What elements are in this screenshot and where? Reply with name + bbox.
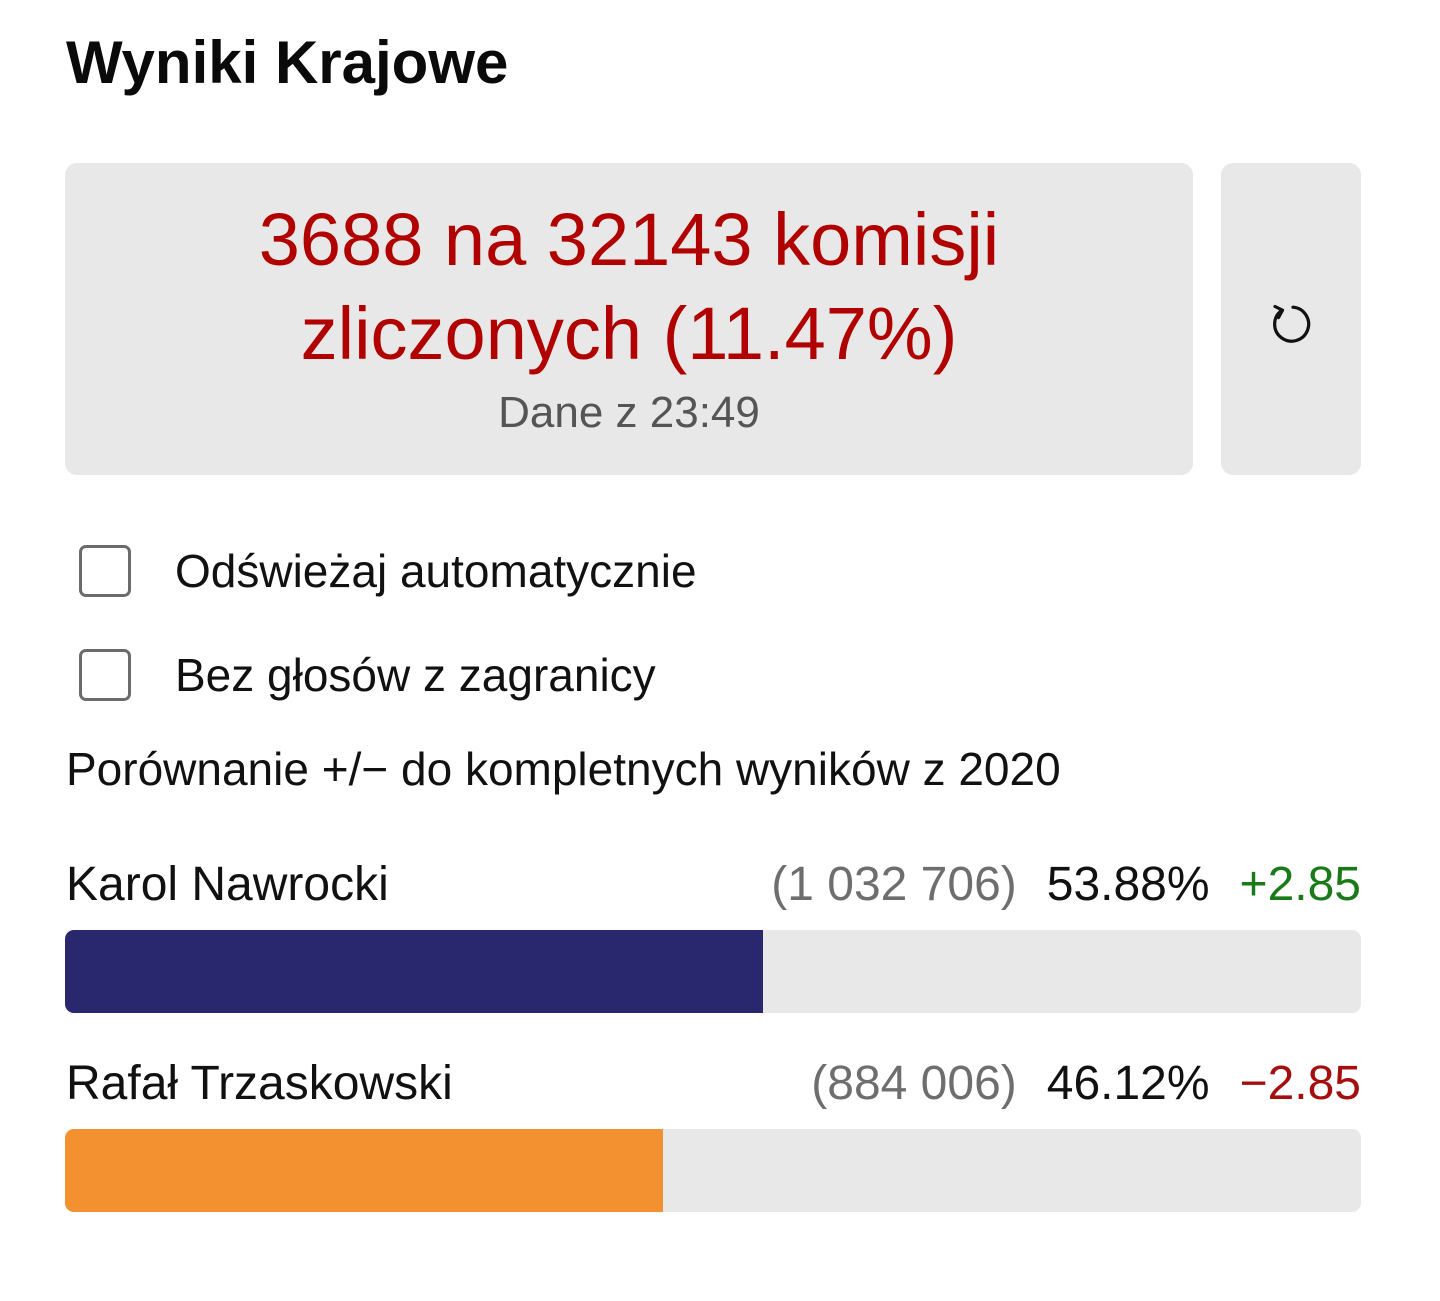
exclude-abroad-option[interactable]: Bez głosów z zagranicy xyxy=(79,647,656,703)
candidate-header: Karol Nawrocki (1 032 706) 53.88% +2.85 xyxy=(66,857,1361,917)
comparison-note: Porównanie +/− do kompletnych wyników z … xyxy=(66,743,1061,795)
candidate-percent: 53.88% xyxy=(1046,858,1210,911)
candidate-votes: (884 006) xyxy=(811,1057,1017,1110)
candidate-name: Rafał Trzaskowski xyxy=(66,1057,453,1110)
candidate-name: Karol Nawrocki xyxy=(66,858,389,911)
candidate-votes: (1 032 706) xyxy=(771,858,1017,911)
refresh-button[interactable] xyxy=(1221,163,1361,475)
count-status-panel: 3688 na 32143 komisji zliczonych (11.47%… xyxy=(65,163,1193,475)
candidate-stats: (1 032 706) 53.88% +2.85 xyxy=(771,857,1361,912)
candidate-percent: 46.12% xyxy=(1046,1057,1210,1110)
data-timestamp: Dane z 23:49 xyxy=(498,388,760,437)
candidate-header: Rafał Trzaskowski (884 006) 46.12% −2.85 xyxy=(66,1056,1361,1116)
candidate-stats: (884 006) 46.12% −2.85 xyxy=(811,1056,1361,1111)
candidate-result-bar-fill xyxy=(65,930,764,1013)
candidate-result-bar xyxy=(65,930,1361,1013)
auto-refresh-checkbox[interactable] xyxy=(79,545,131,597)
count-progress-line-1: 3688 na 32143 komisji xyxy=(258,198,1000,281)
count-progress-text: 3688 na 32143 komisji zliczonych (11.47%… xyxy=(65,193,1193,381)
auto-refresh-option[interactable]: Odświeżaj automatycznie xyxy=(79,543,697,599)
candidate-result-bar-fill xyxy=(65,1129,663,1212)
exclude-abroad-label: Bez głosów z zagranicy xyxy=(175,649,656,701)
candidate-result-bar xyxy=(65,1129,1361,1212)
refresh-icon xyxy=(1273,304,1311,343)
auto-refresh-label: Odświeżaj automatycznie xyxy=(175,545,697,597)
page-title: Wyniki Krajowe xyxy=(66,29,509,96)
candidate-delta: −2.85 xyxy=(1239,1057,1361,1110)
candidate-delta: +2.85 xyxy=(1239,858,1361,911)
exclude-abroad-checkbox[interactable] xyxy=(79,649,131,701)
count-progress-line-2: zliczonych (11.47%) xyxy=(300,292,958,375)
